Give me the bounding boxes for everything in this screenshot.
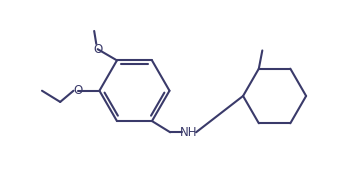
- Text: O: O: [73, 84, 82, 97]
- Text: NH: NH: [180, 126, 197, 139]
- Text: O: O: [93, 43, 102, 56]
